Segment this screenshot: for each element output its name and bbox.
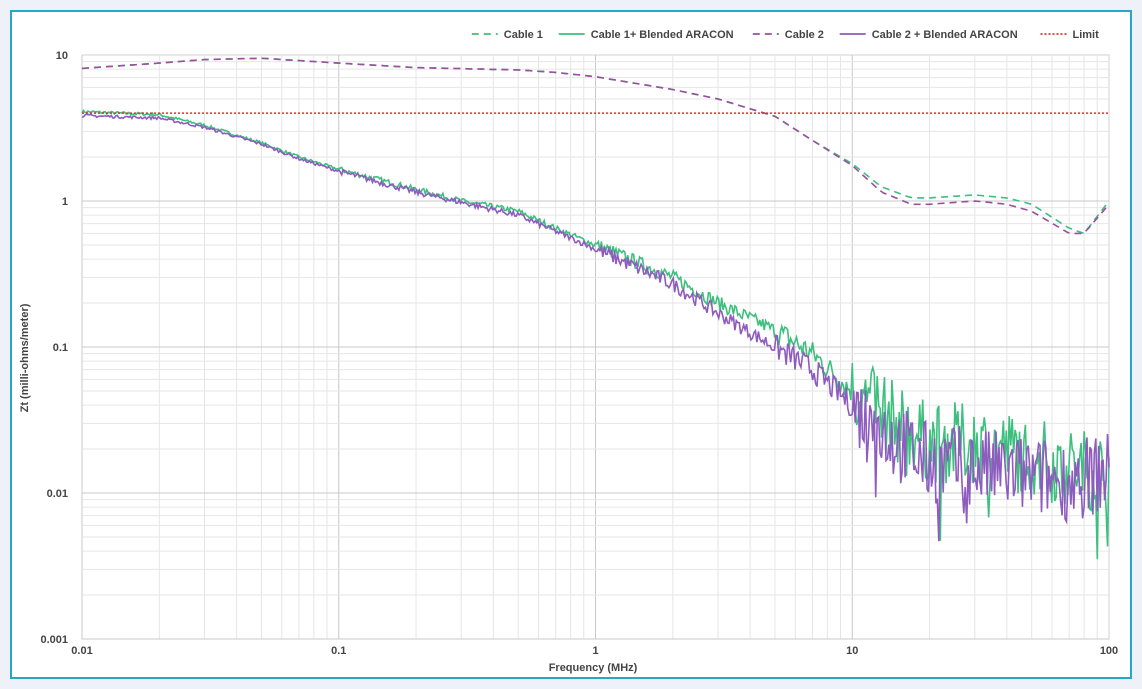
plot-area bbox=[81, 57, 1110, 560]
y-tick-label: 10 bbox=[56, 50, 68, 62]
legend-item: Cable 2 + Blended ARACON bbox=[839, 29, 1018, 41]
x-tick-label: 0.01 bbox=[71, 645, 92, 657]
series-line-cable-2-blended-aracon bbox=[81, 113, 1110, 542]
y-tick-label: 0.001 bbox=[40, 634, 68, 646]
y-tick-label: 0.01 bbox=[47, 488, 68, 500]
legend-label: Cable 2 bbox=[785, 29, 824, 41]
series-line-cable-2 bbox=[81, 57, 1110, 235]
x-tick-label: 0.1 bbox=[331, 645, 346, 657]
legend-item: Cable 2 bbox=[752, 29, 824, 41]
legend-label: Limit bbox=[1073, 29, 1100, 41]
legend-label: Cable 2 + Blended ARACON bbox=[872, 29, 1018, 41]
x-tick-label: 100 bbox=[1100, 645, 1118, 657]
legend-item: Cable 1 bbox=[471, 29, 543, 41]
legend-label: Cable 1 bbox=[504, 29, 543, 41]
legend-label: Cable 1+ Blended ARACON bbox=[591, 29, 734, 41]
legend-item: Cable 1+ Blended ARACON bbox=[558, 29, 734, 41]
legend-item: Limit bbox=[1040, 29, 1100, 41]
chart-frame: 0.01 0.1 1 10 100 0.001 0.01 0.1 1 10 Cable 1 Cabl… bbox=[10, 10, 1132, 679]
grid bbox=[81, 54, 1110, 640]
legend: Cable 1 Cable 1+ Blended ARACON Cable 2 Cab… bbox=[471, 29, 1100, 41]
x-axis-title: Frequency (MHz) bbox=[549, 662, 638, 674]
y-axis-title: Zt (milli-ohms/meter) bbox=[19, 303, 31, 412]
x-tick-label: 1 bbox=[592, 645, 598, 657]
y-tick-label: 1 bbox=[62, 196, 68, 208]
y-tick-label: 0.1 bbox=[53, 342, 68, 354]
x-tick-label: 10 bbox=[846, 645, 858, 657]
